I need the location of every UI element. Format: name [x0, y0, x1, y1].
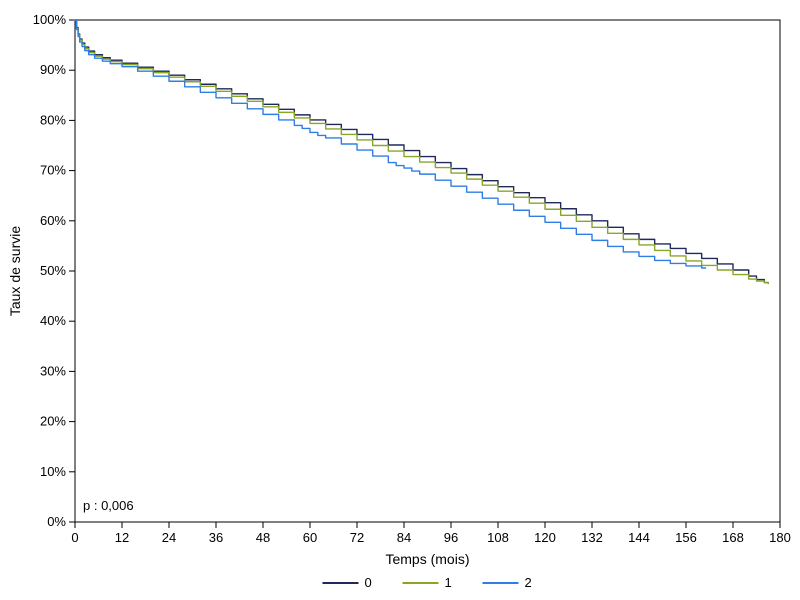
y-tick-label: 60% — [40, 213, 66, 228]
x-tick-label: 12 — [115, 530, 129, 545]
plot-border — [75, 20, 780, 522]
x-tick-label: 24 — [162, 530, 176, 545]
x-axis-label: Temps (mois) — [385, 551, 469, 567]
p-value-text: p : 0,006 — [83, 498, 134, 513]
x-tick-label: 108 — [487, 530, 509, 545]
x-tick-label: 132 — [581, 530, 603, 545]
x-tick-label: 84 — [397, 530, 411, 545]
y-tick-label: 80% — [40, 112, 66, 127]
x-tick-label: 144 — [628, 530, 650, 545]
legend-label-1: 1 — [445, 575, 452, 590]
x-tick-label: 96 — [444, 530, 458, 545]
x-tick-label: 72 — [350, 530, 364, 545]
y-tick-label: 100% — [33, 12, 67, 27]
y-tick-label: 30% — [40, 363, 66, 378]
legend-label-0: 0 — [365, 575, 372, 590]
chart-svg: 0% 10% 20% 30% 40% 50% 60% 70% 80% 90% 100% Taux de… — [0, 0, 800, 600]
x-tick-label: 156 — [675, 530, 697, 545]
y-axis-label: Taux de survie — [7, 226, 23, 316]
x-tick-label: 0 — [71, 530, 78, 545]
x-tick-label: 48 — [256, 530, 270, 545]
survival-chart: 0% 10% 20% 30% 40% 50% 60% 70% 80% 90% 100% Taux de… — [0, 0, 800, 600]
x-tick-label: 120 — [534, 530, 556, 545]
series-line-2 — [75, 20, 706, 268]
y-tick-label: 90% — [40, 62, 66, 77]
y-tick-label: 50% — [40, 263, 66, 278]
y-tick-label: 40% — [40, 313, 66, 328]
series-line-0 — [75, 20, 768, 283]
x-tick-label: 60 — [303, 530, 317, 545]
y-tick-label: 70% — [40, 163, 66, 178]
x-tick-label: 168 — [722, 530, 744, 545]
x-tick-label: 36 — [209, 530, 223, 545]
x-tick-label: 180 — [769, 530, 791, 545]
y-tick-label: 0% — [47, 514, 66, 529]
legend-label-2: 2 — [525, 575, 532, 590]
y-tick-label: 20% — [40, 414, 66, 429]
y-tick-label: 10% — [40, 464, 66, 479]
